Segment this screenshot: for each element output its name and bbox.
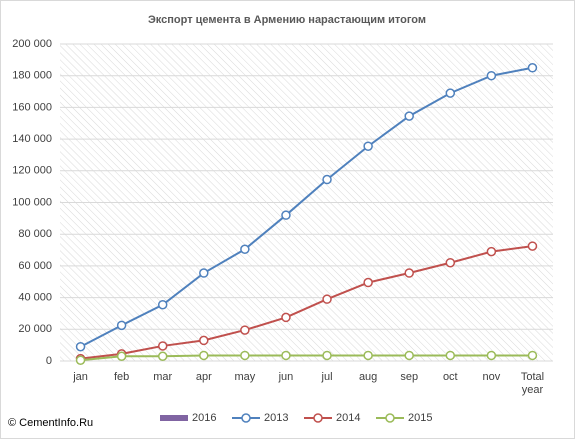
x-tick-label: mar <box>153 371 173 383</box>
point <box>157 351 168 361</box>
x-tick-label: oct <box>442 371 458 383</box>
x-tick-label: feb <box>113 371 130 383</box>
legend-label: 2014 <box>336 412 360 424</box>
legend-label: 2013 <box>264 412 288 424</box>
point <box>75 355 86 365</box>
y-tick-label: 0 <box>46 355 52 367</box>
point <box>404 268 414 278</box>
legend-marker <box>241 413 251 423</box>
point <box>527 350 538 361</box>
x-tick-label: Total year <box>520 371 545 396</box>
point <box>445 350 456 361</box>
point <box>404 350 414 361</box>
point <box>240 244 250 255</box>
point <box>281 350 291 361</box>
y-tick-label: 80 000 <box>18 228 52 240</box>
point <box>363 350 373 361</box>
chart-title: Экспорт цемента в Армению нарастающим ит… <box>148 14 426 26</box>
point <box>527 241 538 251</box>
point <box>486 70 497 81</box>
x-tick-label: sep <box>400 371 419 383</box>
point <box>199 350 209 361</box>
x-tick-label: aug <box>358 371 378 383</box>
y-tick-label: 160 000 <box>12 101 52 113</box>
legend-marker <box>385 413 395 423</box>
point <box>445 88 456 98</box>
point <box>445 257 456 268</box>
y-tick-label: 60 000 <box>18 260 52 272</box>
legend-marker <box>313 413 323 423</box>
y-tick-label: 20 000 <box>18 323 52 335</box>
point <box>281 312 291 323</box>
x-tick-label: apr <box>195 371 212 383</box>
point <box>363 141 373 151</box>
point <box>486 246 497 257</box>
x-tick-label: nov <box>482 371 501 383</box>
point <box>363 277 373 288</box>
point <box>157 341 168 351</box>
series-line <box>80 245 533 360</box>
point <box>322 294 332 304</box>
x-tick-label: may <box>234 371 256 383</box>
point <box>404 111 414 121</box>
legend-swatch <box>160 415 188 421</box>
point <box>527 63 538 73</box>
point <box>199 335 209 346</box>
point <box>240 350 250 361</box>
point <box>322 350 332 361</box>
y-tick-label: 140 000 <box>12 133 52 145</box>
legend-label: 2016 <box>192 412 216 424</box>
series-line <box>80 354 533 362</box>
x-tick-label: jun <box>278 371 294 383</box>
point <box>240 325 250 335</box>
x-tick-label: jul <box>321 371 333 383</box>
point <box>486 350 497 361</box>
y-tick-label: 100 000 <box>12 196 52 208</box>
legend-label: 2015 <box>408 412 432 424</box>
point <box>281 210 291 220</box>
point <box>157 299 168 310</box>
y-tick-label: 180 000 <box>12 70 52 82</box>
y-tick-label: 200 000 <box>12 38 52 50</box>
series-line <box>80 66 533 348</box>
y-tick-label: 120 000 <box>12 165 52 177</box>
point <box>75 341 86 352</box>
y-tick-label: 40 000 <box>18 292 52 304</box>
point <box>116 320 127 331</box>
point <box>322 174 332 185</box>
point <box>199 268 209 278</box>
point <box>116 351 127 361</box>
source: © CementInfo.Ru <box>8 417 93 429</box>
x-tick-label: jan <box>73 371 88 383</box>
